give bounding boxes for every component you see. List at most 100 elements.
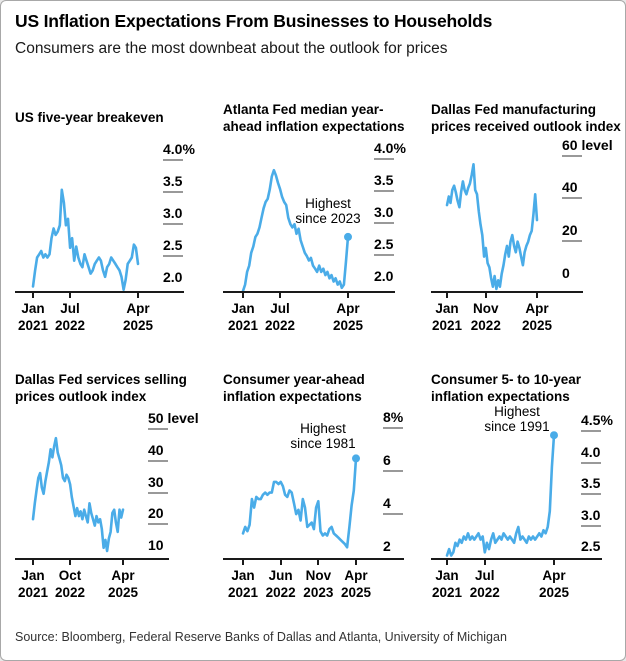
y-tick-dash xyxy=(581,524,601,527)
y-tick-label: 3.5 xyxy=(374,172,394,189)
plot-area: 4.5% 4.0 3.5 3.0 2.5 Jan 2021 Jul 2022 Apr 2025 Hig… xyxy=(431,404,621,605)
y-tick-label: 40 xyxy=(148,441,164,458)
y-tick-label: 4.0 xyxy=(581,443,601,460)
x-tick-mark xyxy=(347,293,349,298)
y-tick-label: 10 xyxy=(148,537,164,554)
y-tick-label: 6 xyxy=(383,452,391,469)
y-tick-dash xyxy=(163,223,183,226)
series-svg xyxy=(445,431,558,557)
y-tick-label: 30 xyxy=(148,473,164,490)
series-svg xyxy=(31,436,125,553)
series-line xyxy=(241,457,358,549)
page-subtitle: Consumers are the most downbeat about th… xyxy=(15,40,448,57)
page-title: US Inflation Expectations From Businesse… xyxy=(15,11,493,31)
chart-panel: US five-year breakeven 4.0% 3.5 3.0 2.5 2.0 Ja… xyxy=(15,89,211,338)
x-tick-mark xyxy=(483,560,486,565)
y-tick-dash xyxy=(581,429,601,432)
chart-panel: Atlanta Fed median year-ahead inflation … xyxy=(223,89,419,338)
y-tick-label: 2.5 xyxy=(374,235,394,252)
y-tick-dash xyxy=(562,197,582,200)
y-tick-label: 2.0 xyxy=(163,269,183,286)
latest-point-dot xyxy=(352,454,360,463)
y-tick-label: 40 xyxy=(562,179,578,196)
plot-area: 50 level 40 30 20 10 Jan 2021 Oct 2022 Apr 2025 xyxy=(15,408,211,605)
x-tick-mark xyxy=(122,560,124,565)
y-tick-label: 60 level xyxy=(562,136,613,153)
x-tick-mark xyxy=(32,560,34,565)
y-tick-dash xyxy=(383,427,403,430)
x-tick-label: Nov 2022 xyxy=(470,301,501,333)
x-tick-mark xyxy=(446,560,448,565)
chart-title: Consumer 5- to 10-year inflation expecta… xyxy=(431,372,582,404)
charts-grid: US five-year breakeven 4.0% 3.5 3.0 2.5 2.0 Ja… xyxy=(15,89,621,605)
chart-title: Dallas Fed manufacturing prices received… xyxy=(431,101,621,134)
y-tick-dash xyxy=(383,512,403,515)
x-tick-mark xyxy=(242,560,244,565)
x-tick-label: Apr 2025 xyxy=(538,568,570,600)
y-tick-dash xyxy=(562,154,582,157)
x-tick-label: Jan 2021 xyxy=(227,301,259,333)
plot-area: 4.0% 3.5 3.0 2.5 2.0 Jan 2021 Jul 2022 Apr 2025 xyxy=(15,141,211,338)
y-tick-dash xyxy=(374,253,394,256)
x-tick-mark xyxy=(553,560,555,565)
chart-title: US five-year breakeven xyxy=(15,110,164,125)
annotation-highest-since: Highest since 2023 xyxy=(295,196,361,226)
y-tick-label: 4 xyxy=(383,494,391,511)
chart-panel: Dallas Fed services selling prices outlo… xyxy=(15,368,211,605)
y-tick-dash xyxy=(163,255,183,258)
series-line xyxy=(241,168,350,293)
y-tick-label: 8% xyxy=(383,409,404,426)
plot-area: 8% 6 4 2 Jan 2021 Jun 2022 Nov 2023 Apr 2025 Highest… xyxy=(223,408,419,605)
y-tick-label: 3.5 xyxy=(581,475,601,492)
y-tick-dash xyxy=(374,190,394,193)
series-svg xyxy=(241,454,360,549)
x-axis-line xyxy=(431,558,602,560)
y-tick-dash xyxy=(148,523,168,526)
x-tick-mark xyxy=(69,293,72,298)
y-tick-dash xyxy=(374,158,394,161)
chart-panel: Consumer 5- to 10-year inflation expecta… xyxy=(431,368,621,605)
x-tick-mark xyxy=(32,293,34,298)
y-tick-label: 0 xyxy=(562,265,570,282)
x-axis-line xyxy=(223,291,395,293)
latest-point-dot xyxy=(344,232,352,241)
x-tick-mark xyxy=(317,560,320,565)
y-tick-dash xyxy=(374,222,394,225)
y-tick-dash xyxy=(163,158,183,161)
x-tick-label: Apr 2025 xyxy=(122,301,154,333)
x-tick-label: Jan 2021 xyxy=(431,301,463,333)
y-tick-label: 2.5 xyxy=(581,538,601,555)
chart-panel: Dallas Fed manufacturing prices received… xyxy=(431,89,621,338)
x-tick-label: Nov 2023 xyxy=(303,568,334,600)
series-line xyxy=(445,162,539,291)
y-tick-dash xyxy=(383,470,403,473)
x-tick-label: Apr 2025 xyxy=(340,568,372,600)
y-tick-label: 4.0% xyxy=(374,140,406,157)
x-tick-mark xyxy=(484,293,487,298)
x-tick-mark xyxy=(137,293,139,298)
x-tick-label: Jan 2021 xyxy=(227,568,259,600)
x-axis-line xyxy=(431,291,583,293)
x-tick-mark xyxy=(446,293,448,298)
y-tick-dash xyxy=(581,493,601,496)
x-tick-label: Apr 2025 xyxy=(332,301,364,333)
series-line xyxy=(31,188,140,291)
x-tick-label: Jan 2021 xyxy=(17,568,49,600)
y-tick-dash xyxy=(581,461,601,464)
series-line xyxy=(445,433,556,557)
y-tick-label: 3.5 xyxy=(163,172,183,189)
y-tick-dash xyxy=(148,428,168,431)
x-tick-label: Jul 2022 xyxy=(469,568,500,600)
series-svg xyxy=(241,168,352,293)
annotation-highest-since: Highest since 1991 xyxy=(484,404,550,434)
plot-area: 60 level 40 20 0 Jan 2021 Nov 2022 Apr 2025 xyxy=(431,137,621,338)
x-axis-line xyxy=(15,291,184,293)
y-tick-label: 50 level xyxy=(148,410,199,427)
y-tick-dash xyxy=(562,240,582,243)
chart-title: Consumer year-ahead inflation expectatio… xyxy=(223,372,365,404)
y-tick-label: 3.0 xyxy=(581,506,601,523)
y-tick-label: 2.5 xyxy=(163,237,183,254)
annotation-highest-since: Highest since 1981 xyxy=(290,421,356,451)
series-svg xyxy=(445,162,539,291)
